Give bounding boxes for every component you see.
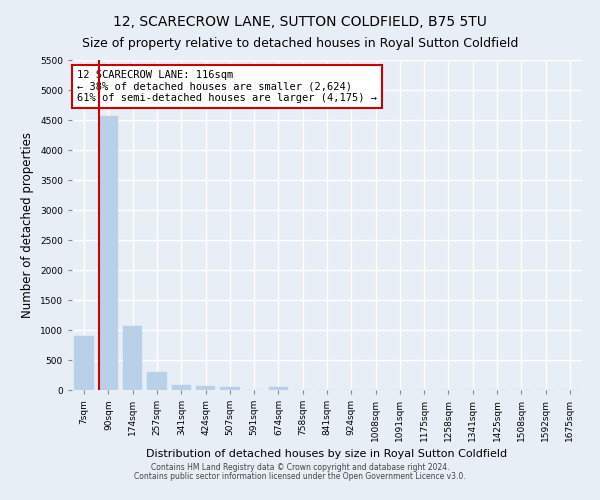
Text: Contains HM Land Registry data © Crown copyright and database right 2024.: Contains HM Land Registry data © Crown c…	[151, 464, 449, 472]
Text: 12 SCARECROW LANE: 116sqm
← 38% of detached houses are smaller (2,624)
61% of se: 12 SCARECROW LANE: 116sqm ← 38% of detac…	[77, 70, 377, 103]
Bar	[220, 386, 239, 390]
Text: Contains public sector information licensed under the Open Government Licence v3: Contains public sector information licen…	[134, 472, 466, 481]
Bar	[74, 336, 94, 390]
Bar	[172, 385, 191, 390]
X-axis label: Distribution of detached houses by size in Royal Sutton Coldfield: Distribution of detached houses by size …	[146, 450, 508, 460]
Bar	[147, 372, 167, 390]
Text: 12, SCARECROW LANE, SUTTON COLDFIELD, B75 5TU: 12, SCARECROW LANE, SUTTON COLDFIELD, B7…	[113, 15, 487, 29]
Bar	[123, 326, 142, 390]
Bar	[269, 386, 288, 390]
Bar	[99, 116, 118, 390]
Y-axis label: Number of detached properties: Number of detached properties	[22, 132, 34, 318]
Text: Size of property relative to detached houses in Royal Sutton Coldfield: Size of property relative to detached ho…	[82, 38, 518, 51]
Bar	[196, 386, 215, 390]
